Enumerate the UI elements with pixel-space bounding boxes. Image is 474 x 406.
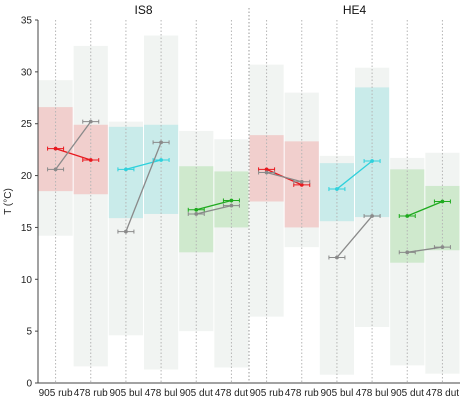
x-tick-label-is8-905-rub: 905 rub — [39, 388, 73, 399]
x-tick-label-he4-478-dut: 478 dut — [426, 388, 460, 399]
data-point-he4-5-0 — [405, 250, 410, 255]
series-line-is8-1 — [55, 121, 92, 170]
data-point-is8-4-0 — [194, 207, 199, 212]
series-line-is8-5 — [196, 205, 232, 215]
data-series — [47, 119, 451, 260]
data-point-he4-1-0 — [264, 170, 269, 175]
y-tick-label-10: 10 — [21, 275, 33, 286]
x-tick-label-he4-905-rub: 905 rub — [250, 388, 284, 399]
data-point-is8-5-1 — [229, 203, 234, 208]
range-band-inner-is8-478-bul — [144, 124, 179, 214]
series-line-is8-3 — [125, 142, 162, 232]
data-point-is8-1-1 — [88, 119, 93, 124]
data-point-is8-0-0 — [53, 146, 58, 151]
y-tick-label-15: 15 — [21, 223, 33, 234]
range-band-inner-he4-478-bul — [355, 87, 390, 218]
grid-lines — [55, 20, 443, 383]
data-point-is8-3-0 — [124, 229, 128, 234]
panel-title-he4: HE4 — [343, 3, 367, 17]
data-point-is8-3-1 — [159, 140, 163, 145]
series-line-he4-1 — [266, 171, 302, 183]
data-point-is8-0-1 — [88, 158, 93, 162]
data-point-he4-0-0 — [264, 167, 269, 172]
range-band-inner-he4-478-dut — [425, 185, 460, 251]
data-point-he4-5-1 — [440, 245, 445, 250]
series-line-he4-2 — [336, 160, 373, 190]
x-tick-label-he4-478-bul: 478 bul — [356, 388, 389, 399]
series-line-is8-4 — [196, 199, 232, 211]
x-tick-label-is8-478-rub: 478 rub — [74, 388, 108, 399]
series-line-he4-5 — [407, 246, 443, 253]
series-line-is8-2 — [125, 159, 162, 170]
series-line-he4-4 — [407, 200, 443, 217]
range-band-outer-he4-478-dut — [425, 152, 460, 374]
x-tick-label-is8-478-dut: 478 dut — [215, 388, 249, 399]
y-tick-label-0: 0 — [26, 379, 32, 390]
x-tick-label-is8-478-bul: 478 bul — [145, 388, 178, 399]
data-point-he4-1-1 — [299, 179, 304, 184]
data-point-is8-2-0 — [124, 167, 128, 172]
x-tick-label-he4-905-bul: 905 bul — [321, 388, 354, 399]
series-line-he4-3 — [336, 215, 373, 258]
panel-title-is8: IS8 — [134, 3, 152, 17]
data-point-he4-3-0 — [335, 255, 339, 260]
axes — [35, 8, 460, 384]
y-tick-label-35: 35 — [21, 16, 33, 27]
y-tick-label-25: 25 — [21, 119, 33, 130]
y-axis-title: T (°C) — [3, 188, 14, 215]
data-point-he4-3-1 — [370, 214, 374, 218]
data-point-is8-2-1 — [159, 158, 163, 162]
data-point-he4-4-1 — [440, 199, 445, 204]
y-tick-label-30: 30 — [21, 67, 33, 78]
data-point-is8-1-0 — [53, 167, 58, 172]
x-tick-label-he4-478-rub: 478 rub — [285, 388, 319, 399]
x-tick-label-is8-905-dut: 905 dut — [180, 388, 214, 399]
x-tick-label-is8-905-bul: 905 bul — [110, 388, 143, 399]
labels: 905 rub 478 rub 905 bul 478 bul 905 dut 478 d… — [3, 3, 459, 399]
data-point-he4-2-1 — [370, 159, 374, 163]
y-tick-label-5: 5 — [26, 327, 32, 338]
series-line-is8-0 — [55, 147, 91, 161]
x-tick-label-he4-905-dut: 905 dut — [391, 388, 425, 399]
data-point-is8-5-0 — [194, 212, 199, 216]
range-band-outer-he4-905-rub — [249, 64, 284, 317]
data-point-is8-4-1 — [229, 198, 234, 203]
data-point-he4-0-1 — [299, 183, 304, 187]
range-band-inner-is8-905-bul — [108, 126, 143, 219]
data-point-he4-4-0 — [405, 214, 410, 218]
y-tick-label-20: 20 — [21, 171, 33, 182]
data-point-he4-2-0 — [335, 187, 339, 191]
